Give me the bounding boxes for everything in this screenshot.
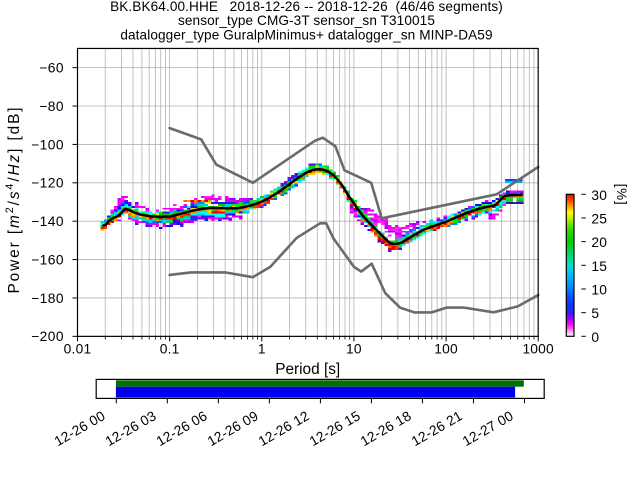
svg-text:−60: −60: [39, 61, 64, 76]
svg-text:−120: −120: [31, 176, 64, 191]
svg-text:0.01: 0.01: [64, 342, 92, 357]
svg-text:sensor_type CMG-3T sensor_sn T: sensor_type CMG-3T sensor_sn T310015: [178, 13, 435, 28]
svg-text:10: 10: [591, 283, 607, 298]
svg-text:−180: −180: [31, 291, 64, 306]
svg-text:25: 25: [591, 212, 607, 227]
svg-text:20: 20: [591, 235, 607, 250]
svg-text:Period [s]: Period [s]: [275, 361, 340, 378]
svg-text:100: 100: [434, 342, 458, 357]
svg-text:Power [m2/s4/Hz] [dB]: Power [m2/s4/Hz] [dB]: [4, 106, 23, 294]
svg-text:1000: 1000: [522, 342, 554, 357]
svg-text:−100: −100: [31, 137, 64, 152]
svg-text:0.1: 0.1: [160, 342, 180, 357]
svg-text:−140: −140: [31, 214, 64, 229]
svg-text:−200: −200: [31, 329, 64, 344]
svg-text:30: 30: [591, 188, 607, 203]
svg-text:0: 0: [591, 330, 599, 345]
svg-text:10: 10: [346, 342, 362, 357]
svg-text:[%]: [%]: [614, 184, 629, 206]
svg-text:−160: −160: [31, 253, 64, 268]
svg-text:BK.BK64.00.HHE 2018-12-26 --: BK.BK64.00.HHE 2018-12-26 -- 2018-12-26 …: [110, 0, 503, 14]
svg-text:5: 5: [591, 306, 599, 321]
svg-text:−80: −80: [39, 99, 64, 114]
svg-text:15: 15: [591, 259, 607, 274]
svg-text:1: 1: [258, 342, 266, 357]
svg-text:datalogger_type GuralpMinimus+: datalogger_type GuralpMinimus+ datalogge…: [120, 27, 492, 42]
